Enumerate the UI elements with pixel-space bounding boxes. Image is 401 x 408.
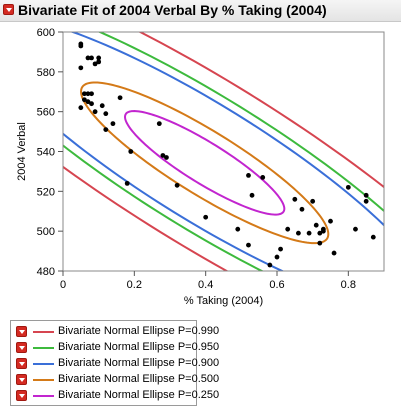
data-point	[317, 230, 323, 236]
report-menu-button[interactable]	[3, 4, 14, 15]
x-tick-label: 0	[60, 279, 66, 291]
y-tick-label: 580	[37, 67, 55, 79]
data-point	[128, 149, 134, 154]
ellipse-legend: Bivariate Normal Ellipse P=0.990 Bivariat…	[10, 320, 219, 406]
data-point	[174, 182, 180, 188]
y-tick-label: 560	[37, 107, 55, 119]
ellipse-p0_25	[124, 110, 286, 216]
legend-item-menu-button[interactable]	[16, 390, 27, 401]
data-point	[78, 105, 84, 111]
data-point	[89, 101, 94, 107]
data-point	[331, 250, 337, 256]
ellipse-p0_5	[80, 81, 330, 245]
data-point	[117, 95, 123, 101]
data-point	[246, 242, 251, 248]
legend-swatch	[33, 347, 54, 349]
y-tick-label: 480	[37, 266, 55, 278]
x-tick-label: 0.6	[269, 279, 284, 291]
data-point	[246, 173, 251, 178]
data-point	[78, 65, 84, 71]
legend-item-menu-button[interactable]	[16, 326, 27, 337]
legend-item: Bivariate Normal Ellipse P=0.250	[11, 388, 219, 404]
data-point	[353, 226, 358, 232]
data-point	[363, 198, 369, 204]
data-point	[313, 222, 319, 228]
data-point	[278, 246, 283, 252]
data-point	[296, 230, 301, 236]
report-title: Bivariate Fit of 2004 Verbal By % Taking…	[18, 2, 327, 18]
data-point	[103, 111, 109, 117]
data-point	[103, 127, 109, 132]
data-point	[92, 61, 98, 67]
data-point	[92, 109, 98, 115]
legend-item-menu-button[interactable]	[16, 374, 27, 385]
data-point	[370, 234, 376, 240]
legend-swatch	[33, 395, 54, 397]
ellipse-p0_95	[63, 32, 384, 271]
y-axis-label: 2004 Verbal	[16, 122, 28, 181]
legend-item: Bivariate Normal Ellipse P=0.500	[11, 372, 219, 388]
data-point	[363, 192, 369, 198]
data-point	[292, 196, 298, 202]
x-tick-label: 0.2	[127, 279, 142, 291]
data-point	[320, 226, 326, 232]
data-point	[306, 230, 312, 236]
data-point	[89, 91, 94, 97]
data-point	[85, 91, 91, 97]
data-point	[317, 240, 323, 246]
bivariate-fit-chart: 0 0.2 0.4 0.6 0.8 480 500 520 540 560 580 600 % Tak…	[16, 27, 385, 307]
data-point	[124, 180, 130, 186]
data-point	[235, 226, 241, 232]
ellipse-p0_9	[63, 32, 384, 271]
legend-swatch	[33, 363, 54, 365]
data-point	[156, 121, 162, 127]
point-layer	[78, 41, 376, 268]
y-tick-label: 540	[37, 147, 55, 159]
report-title-bar: Bivariate Fit of 2004 Verbal By % Taking…	[0, 0, 401, 22]
legend-item-menu-button[interactable]	[16, 342, 27, 353]
data-point	[160, 153, 166, 158]
data-point	[299, 206, 305, 212]
data-point	[345, 184, 351, 190]
data-point	[164, 155, 169, 160]
legend-label: Bivariate Normal Ellipse P=0.990	[58, 325, 220, 337]
legend-label: Bivariate Normal Ellipse P=0.900	[58, 357, 220, 369]
ellipse-layer	[63, 32, 384, 271]
data-point	[267, 262, 273, 268]
data-point	[82, 91, 87, 97]
legend-label: Bivariate Normal Ellipse P=0.950	[58, 341, 220, 353]
legend-label: Bivariate Normal Ellipse P=0.500	[58, 373, 220, 385]
data-point	[328, 218, 333, 224]
ellipse-p0_99	[63, 32, 384, 271]
data-point	[110, 121, 116, 127]
legend-label: Bivariate Normal Ellipse P=0.250	[58, 389, 220, 401]
data-point	[85, 99, 91, 105]
data-point	[78, 43, 84, 49]
legend-swatch	[33, 379, 54, 381]
data-point	[96, 59, 102, 65]
legend-item: Bivariate Normal Ellipse P=0.950	[11, 340, 219, 356]
x-axis-label: % Taking (2004)	[184, 295, 263, 307]
data-point	[285, 226, 291, 232]
data-point	[89, 55, 94, 61]
legend-item: Bivariate Normal Ellipse P=0.990	[11, 324, 219, 340]
data-point	[274, 254, 280, 260]
legend-item-menu-button[interactable]	[16, 358, 27, 369]
data-point	[85, 55, 91, 61]
data-point	[203, 214, 209, 220]
axis-layer: 0 0.2 0.4 0.6 0.8 480 500 520 540 560 580 600	[37, 27, 356, 291]
data-point	[249, 192, 255, 198]
y-tick-label: 500	[37, 226, 55, 238]
legend-item: Bivariate Normal Ellipse P=0.900	[11, 356, 219, 372]
data-point	[260, 174, 266, 180]
x-tick-label: 0.8	[341, 279, 356, 291]
data-point	[96, 55, 102, 61]
x-tick-label: 0.4	[198, 279, 213, 291]
data-point	[310, 198, 316, 204]
y-tick-label: 600	[37, 27, 55, 39]
data-point	[82, 97, 87, 103]
legend-swatch	[33, 331, 54, 333]
data-point	[99, 103, 105, 109]
y-tick-label: 520	[37, 186, 55, 198]
